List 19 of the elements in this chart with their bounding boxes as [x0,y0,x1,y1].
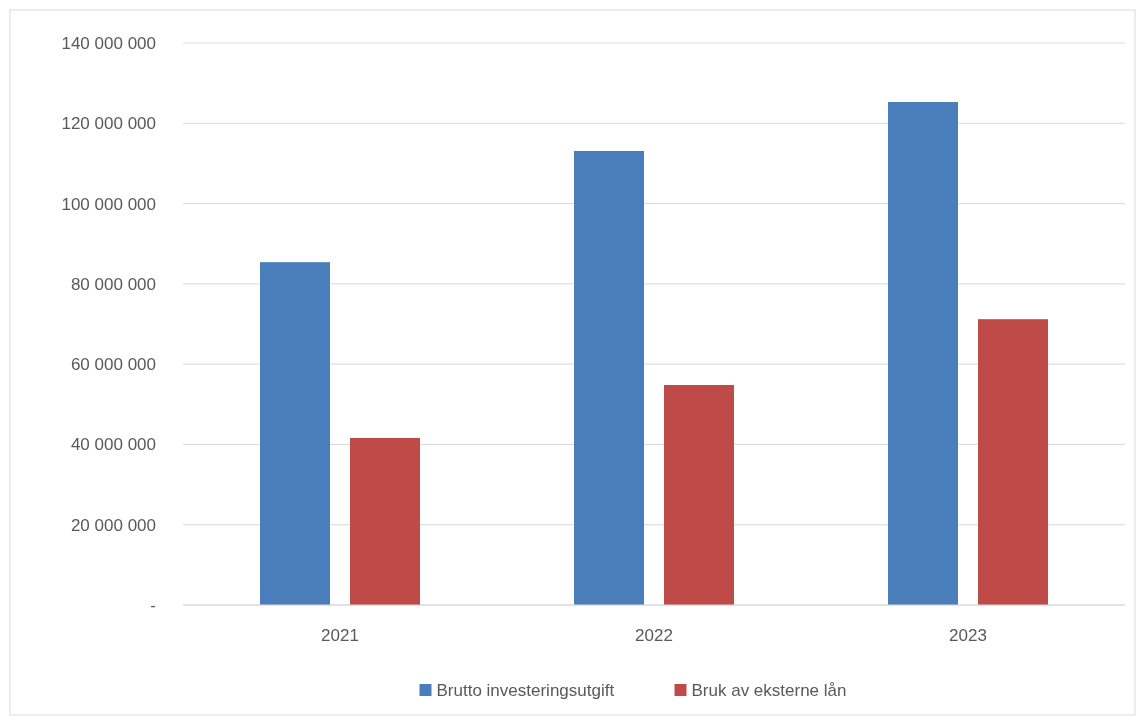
x-tick-label: 2021 [321,626,359,645]
legend-label: Brutto investeringsutgift [436,680,615,700]
x-tick-label: 2023 [949,626,987,645]
y-tick-label: 140 000 000 [61,33,156,53]
bar [350,438,420,605]
x-tick-label: 2022 [635,626,673,645]
bar [978,319,1048,605]
bar [260,262,330,605]
y-tick-label: 100 000 000 [61,194,156,214]
y-tick-label: 120 000 000 [61,114,156,134]
bar [888,102,958,605]
y-tick-label: 80 000 000 [70,274,156,294]
y-tick-label: - [150,595,156,615]
bar [574,150,644,605]
y-tick-label: 40 000 000 [70,435,156,455]
bar [664,385,734,605]
y-tick-label: 60 000 000 [70,355,156,375]
y-tick-label: 20 000 000 [70,515,156,535]
legend-label: Bruk av eksterne lån [691,680,847,700]
